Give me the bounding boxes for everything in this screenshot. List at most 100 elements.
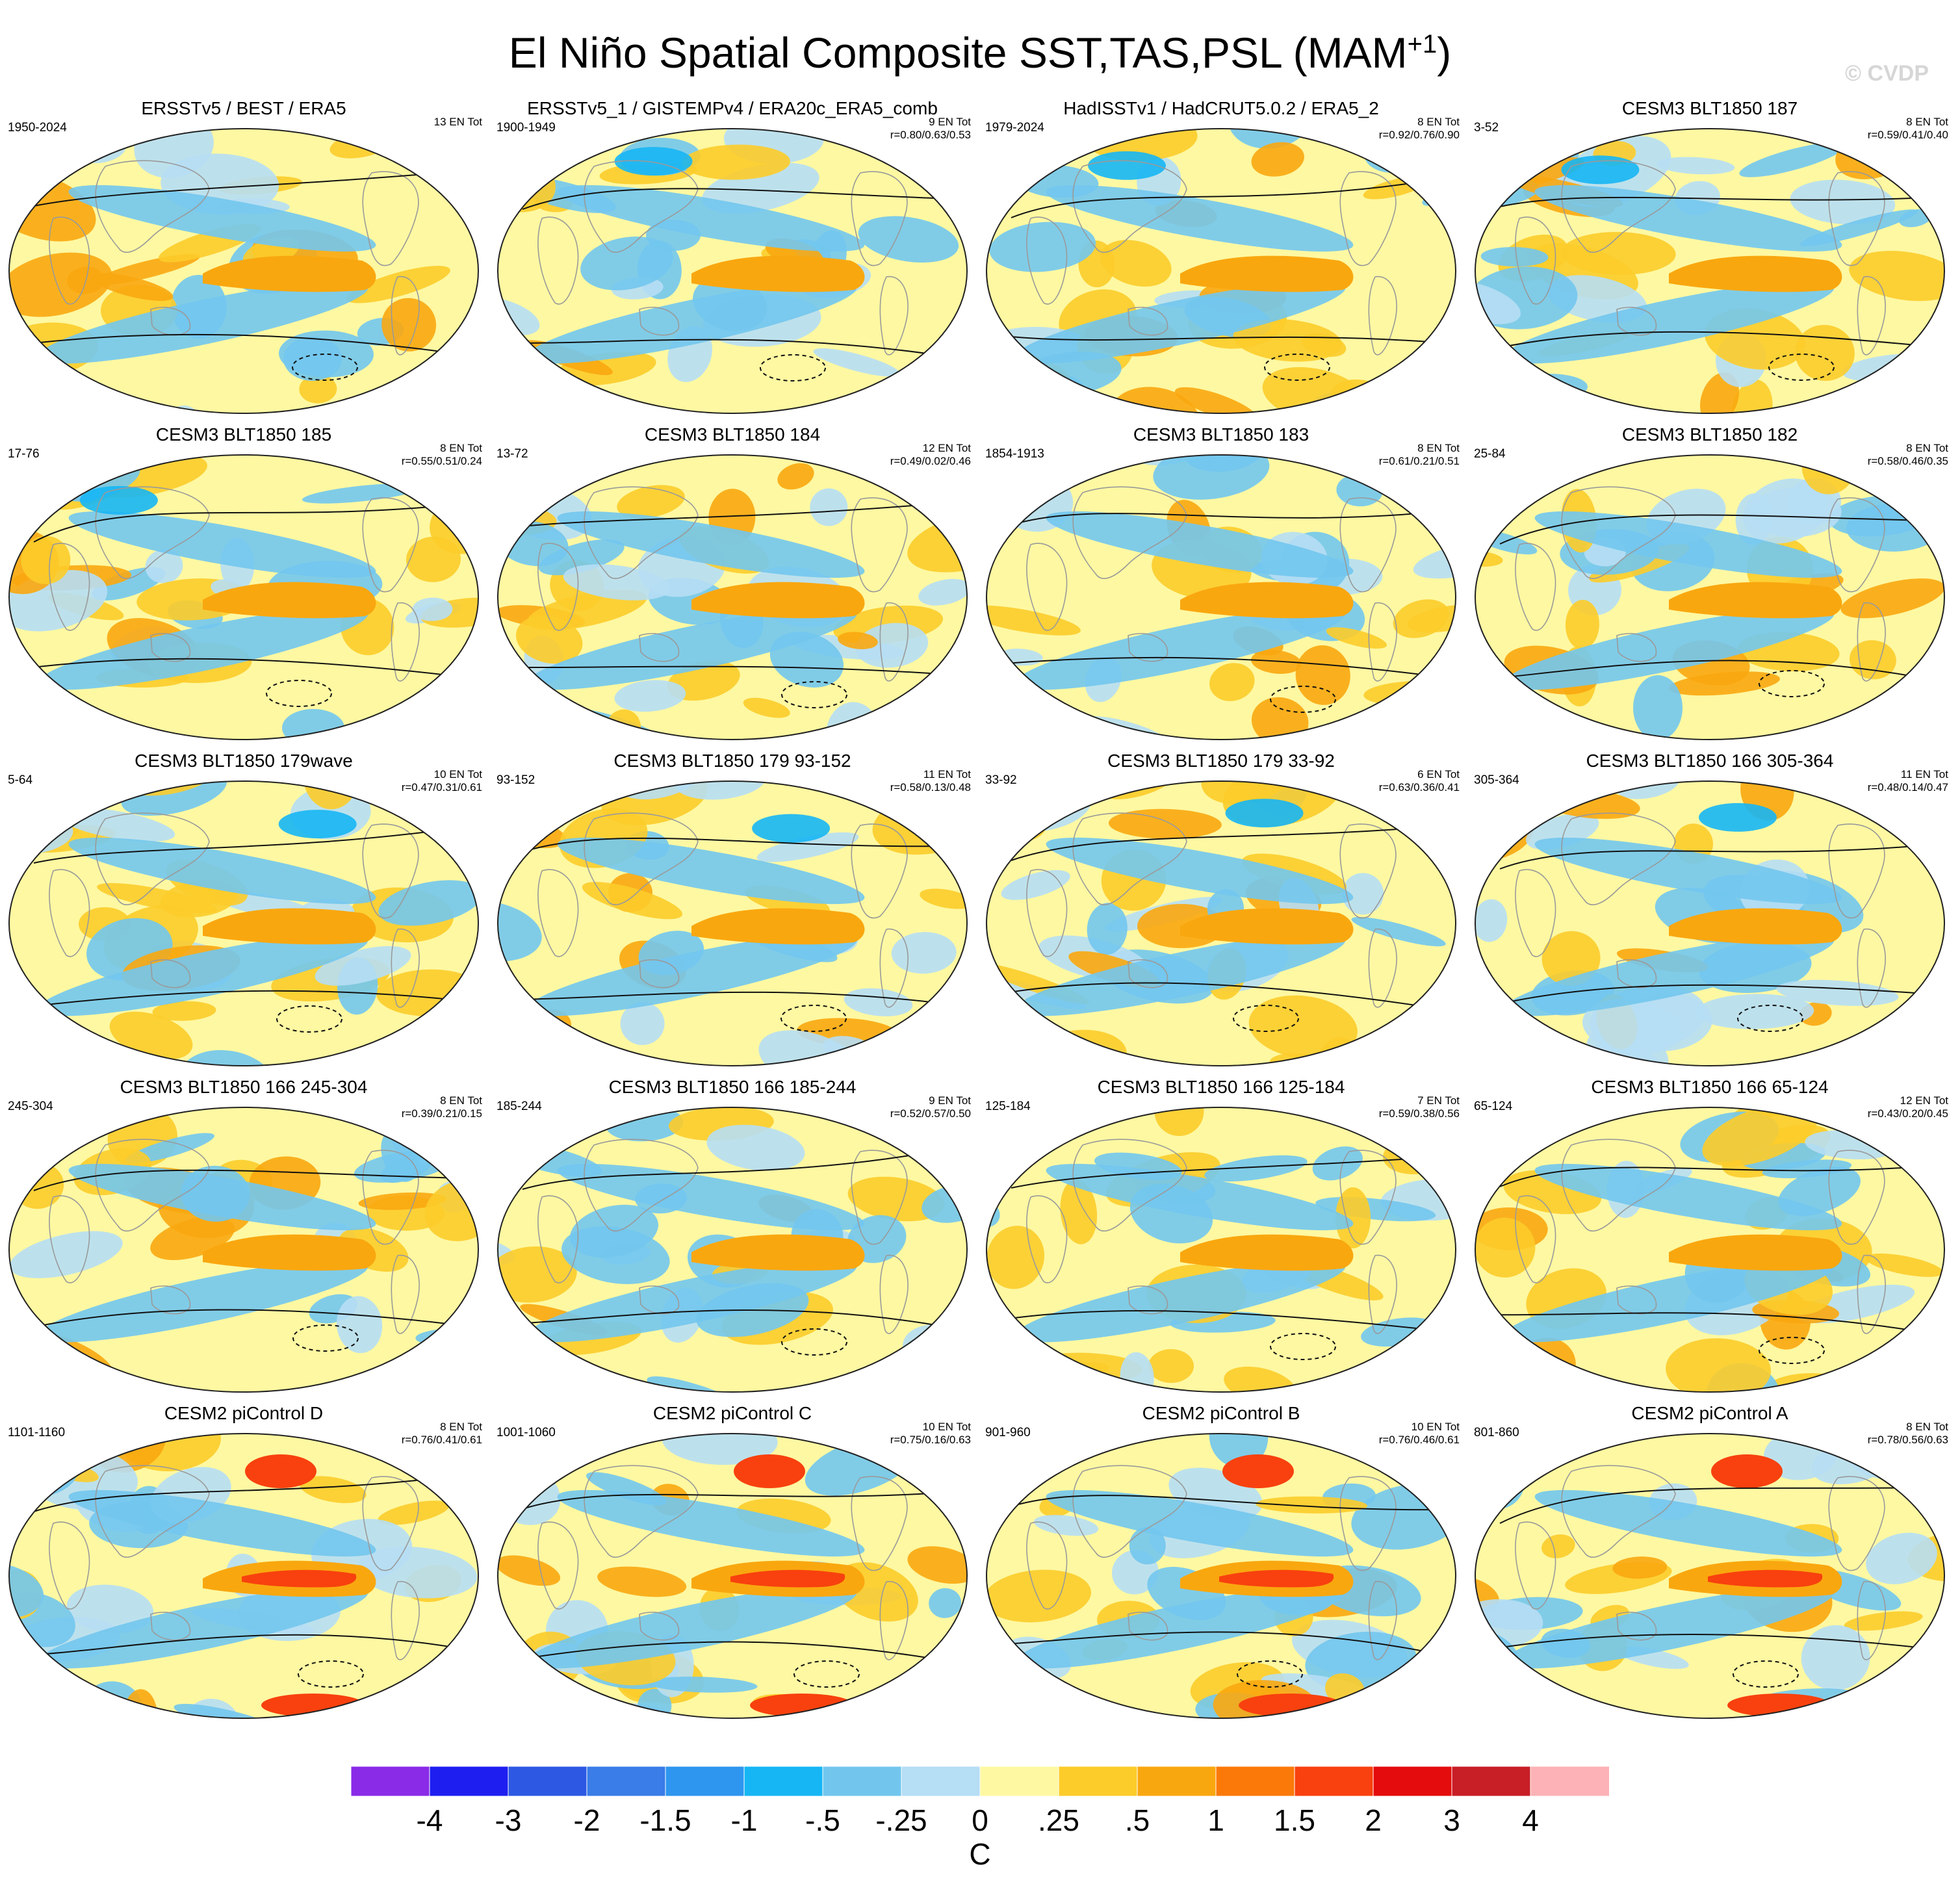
psl-contour: [1004, 982, 1447, 1011]
cool-band-north: [1534, 185, 1842, 252]
colorbar-swatch: [586, 1766, 666, 1796]
continent-outline: [1339, 1476, 1397, 1571]
map-panel: CESM3 BLT1850 182 25-84 8 EN Tot r=0.58/0.4…: [1466, 424, 1954, 749]
map-panel: CESM2 piControl C 1001-1060 10 EN Tot r=0.7…: [489, 1402, 976, 1727]
anomaly-patch: [517, 1681, 579, 1718]
arctic-cool-patch: [1225, 799, 1304, 828]
map-border: [1475, 1433, 1945, 1719]
panel-title: CESM2 piControl C: [652, 1403, 812, 1423]
panel-years: 93-152: [496, 773, 535, 787]
continent-outline: [1368, 1254, 1397, 1334]
arctic-warm-patch: [1711, 1454, 1783, 1488]
continent-outline: [150, 959, 191, 988]
psl-contour: [515, 1309, 959, 1330]
map-border: [986, 1107, 1456, 1393]
continent-outline: [150, 307, 191, 336]
anomaly-patch: [498, 376, 508, 413]
map-border: [986, 128, 1456, 414]
continent-outline: [639, 1285, 680, 1315]
anomaly-patch: [299, 374, 337, 404]
cool-band-north: [1046, 511, 1354, 578]
colorbar-tick-label: -4: [416, 1803, 443, 1837]
continent-outline: [537, 543, 579, 631]
anomaly-patch: [756, 832, 859, 862]
psl-contour-negative: [298, 1660, 364, 1688]
colorbar-tick-label: 3: [1443, 1803, 1460, 1837]
continent-outline: [1368, 1580, 1397, 1660]
continent-outline: [1616, 307, 1657, 336]
warm-tongue-core: [1219, 1243, 1334, 1261]
anomaly-patch: [1612, 1556, 1668, 1579]
cool-band-south: [1014, 933, 1346, 1016]
colorbar-swatch: [1451, 1766, 1531, 1796]
anomaly-patch: [498, 900, 542, 962]
psl-contour: [33, 827, 463, 864]
anomaly-patch: [1411, 455, 1456, 464]
continent-outline: [1515, 1195, 1556, 1283]
antarctic-warm-patch: [1239, 1694, 1343, 1717]
psl-contour-negative: [1264, 354, 1330, 381]
map-border: [497, 1433, 968, 1719]
anomaly-patch: [1894, 781, 1944, 810]
anomaly-patch: [1480, 247, 1549, 267]
psl-contour: [27, 1309, 470, 1329]
panel-event-count: 11 EN Tot r=0.58/0.13/0.48: [890, 768, 971, 794]
panel-event-count: 12 EN Tot r=0.43/0.20/0.45: [1868, 1094, 1948, 1120]
panel-title: CESM3 BLT1850 185: [155, 424, 332, 445]
anomaly-patch: [9, 373, 68, 413]
continent-outline: [639, 633, 680, 662]
anomaly-patch: [989, 222, 1096, 272]
panel-title: ERSSTv5 / BEST / ERA5: [141, 98, 346, 118]
colorbar-tick-label: -.25: [875, 1803, 927, 1837]
continent-outline: [851, 823, 908, 919]
sst-anomaly-map: [497, 454, 968, 740]
event-count-label: 8 EN Tot: [1906, 116, 1948, 128]
anomaly-patch: [1503, 1386, 1574, 1392]
continent-outline: [391, 602, 420, 682]
anomaly-patch: [378, 880, 478, 926]
continent-outline: [1828, 1150, 1885, 1245]
anomaly-patch: [810, 488, 848, 526]
arctic-cool-patch: [1088, 151, 1167, 180]
warm-tongue-core: [730, 917, 845, 935]
anomaly-patch: [1204, 1155, 1308, 1182]
colorbar-tick-label: 1.5: [1274, 1803, 1315, 1837]
sst-anomaly-map: [8, 1433, 479, 1719]
anomaly-patch: [498, 1018, 541, 1066]
continent-outline: [1368, 928, 1397, 1008]
anomaly-patch: [1790, 179, 1896, 225]
anomaly-patch: [378, 1501, 450, 1525]
pattern-correlation: r=0.49/0.02/0.46: [890, 455, 971, 467]
anomaly-patch: [1233, 319, 1342, 362]
anomaly-patch: [614, 680, 686, 712]
anomaly-patch: [407, 1434, 478, 1478]
anomaly-patch: [561, 1226, 670, 1284]
continent-outline: [150, 1285, 191, 1315]
anomaly-patch: [1174, 387, 1257, 413]
anomaly-patch: [9, 1231, 123, 1278]
anomaly-patch: [662, 1434, 778, 1465]
cool-band-south: [1014, 1259, 1346, 1343]
cool-band-north: [1534, 1163, 1842, 1231]
panel-years: 1001-1060: [496, 1426, 556, 1439]
colorbar-ticks: -4 -3 -2 -1.5 -1 -.5 -.25 0 .25 .5 1 1.5 2 3 4: [351, 1804, 1609, 1837]
continent-outline: [1616, 1285, 1657, 1315]
colorbar-swatch: [429, 1766, 509, 1796]
anomaly-patch: [1419, 1455, 1456, 1497]
colorbar-tick-label: -1: [730, 1803, 758, 1837]
continent-outline: [49, 1521, 90, 1610]
event-count-label: 12 EN Tot: [922, 442, 971, 454]
psl-contour: [522, 1491, 952, 1510]
continent-outline: [879, 1580, 909, 1660]
psl-contour: [1499, 1487, 1929, 1524]
continent-outline: [1828, 1476, 1885, 1571]
panel-event-count: 12 EN Tot r=0.49/0.02/0.46: [890, 442, 971, 468]
warm-tongue-core: [1219, 1569, 1334, 1588]
arctic-cool-patch: [752, 814, 831, 843]
map-panel: CESM3 BLT1850 187 3-52 8 EN Tot r=0.59/0.41…: [1466, 97, 1954, 422]
colorbar-tick-label: -2: [573, 1803, 600, 1837]
psl-contour: [1493, 331, 1936, 350]
map-panel: ERSSTv5_1 / GISTEMPv4 / ERA20c_ERA5_comb…: [489, 97, 976, 422]
psl-contour-negative: [1768, 354, 1835, 381]
panel-years: 5-64: [8, 773, 33, 787]
